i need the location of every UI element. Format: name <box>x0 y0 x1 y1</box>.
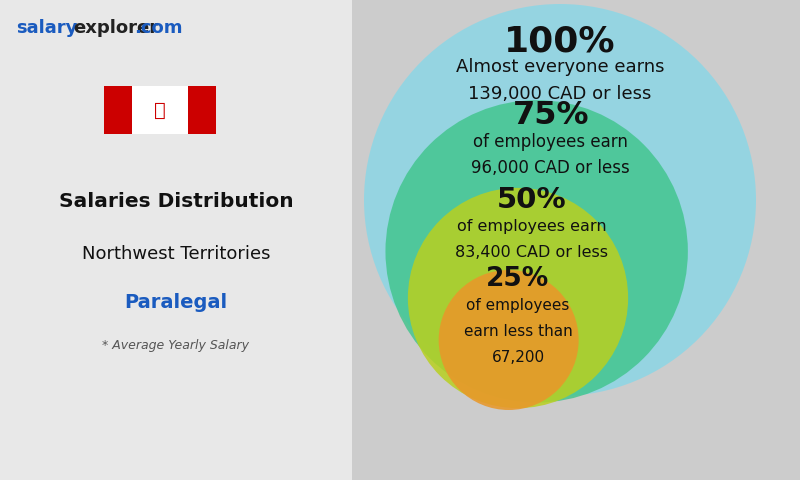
Circle shape <box>386 100 688 403</box>
Text: 25%: 25% <box>486 266 550 292</box>
Text: 100%: 100% <box>504 24 616 59</box>
Bar <box>132 86 188 134</box>
Text: 139,000 CAD or less: 139,000 CAD or less <box>468 84 652 103</box>
Text: 83,400 CAD or less: 83,400 CAD or less <box>455 245 609 260</box>
Bar <box>188 86 216 134</box>
Text: .com: .com <box>134 19 183 37</box>
Text: 75%: 75% <box>513 100 589 132</box>
Bar <box>104 86 132 134</box>
Text: 96,000 CAD or less: 96,000 CAD or less <box>471 159 630 177</box>
Text: 🍁: 🍁 <box>154 101 166 120</box>
Text: 67,200: 67,200 <box>491 350 545 365</box>
Text: salary: salary <box>16 19 78 37</box>
Text: of employees earn: of employees earn <box>474 133 628 151</box>
Text: * Average Yearly Salary: * Average Yearly Salary <box>102 339 250 352</box>
FancyBboxPatch shape <box>0 0 352 480</box>
Circle shape <box>408 188 628 408</box>
Text: Salaries Distribution: Salaries Distribution <box>58 192 294 211</box>
Text: earn less than: earn less than <box>464 324 572 339</box>
Text: of employees: of employees <box>466 298 570 313</box>
Text: Paralegal: Paralegal <box>125 293 227 312</box>
Text: explorer: explorer <box>74 19 158 37</box>
Circle shape <box>364 4 756 396</box>
Circle shape <box>438 270 578 410</box>
Text: Northwest Territories: Northwest Territories <box>82 245 270 264</box>
Text: of employees earn: of employees earn <box>457 218 607 234</box>
Text: Almost everyone earns: Almost everyone earns <box>456 59 664 76</box>
Text: 50%: 50% <box>497 186 567 214</box>
